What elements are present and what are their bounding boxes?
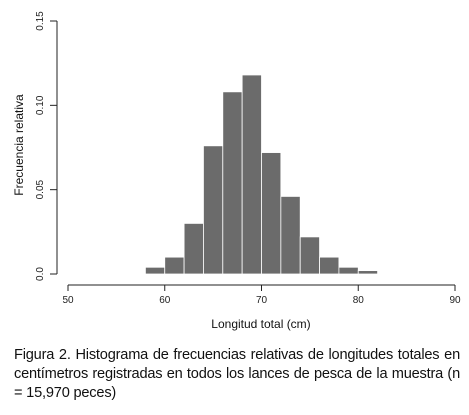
y-tick-label-0: 0.0 xyxy=(35,267,46,281)
x-axis-ticks: 50 60 70 80 90 xyxy=(62,285,461,306)
y-axis-title: Frecuencia relativa xyxy=(12,94,26,196)
histogram-bar-3 xyxy=(203,145,224,275)
x-tick-label-4: 90 xyxy=(449,295,461,306)
x-axis-title: Longitud total (cm) xyxy=(211,317,310,331)
histogram-bar-2 xyxy=(183,222,204,275)
y-axis-ticks: 0.0 0.05 0.10 0.15 xyxy=(35,11,57,281)
histogram-bar-11 xyxy=(357,270,379,275)
y-tick-label-2: 0.10 xyxy=(35,95,46,115)
histogram-bar-9 xyxy=(319,256,340,275)
figure-caption: Figura 2. Histograma de frecuencias rela… xyxy=(14,347,460,401)
histogram-bar-6 xyxy=(261,152,282,275)
histogram-bar-0 xyxy=(144,266,166,275)
y-tick-label-1: 0.05 xyxy=(35,179,46,199)
histogram-bar-1 xyxy=(164,256,185,275)
x-tick-label-1: 60 xyxy=(159,295,171,306)
histogram-bar-7 xyxy=(280,196,301,275)
y-tick-label-3: 0.15 xyxy=(35,11,46,31)
histogram-bar-5 xyxy=(241,74,262,275)
histogram-bar-8 xyxy=(299,236,320,275)
histogram-bar-4 xyxy=(222,91,243,275)
histogram-bar-10 xyxy=(338,266,359,275)
x-tick-label-2: 70 xyxy=(256,295,268,306)
x-tick-label-3: 80 xyxy=(353,295,365,306)
x-tick-label-0: 50 xyxy=(62,295,74,306)
histogram-chart: 0.0 0.05 0.10 0.15 50 60 70 80 90 Longitud tota… xyxy=(12,11,461,331)
histogram-bars xyxy=(144,74,379,275)
